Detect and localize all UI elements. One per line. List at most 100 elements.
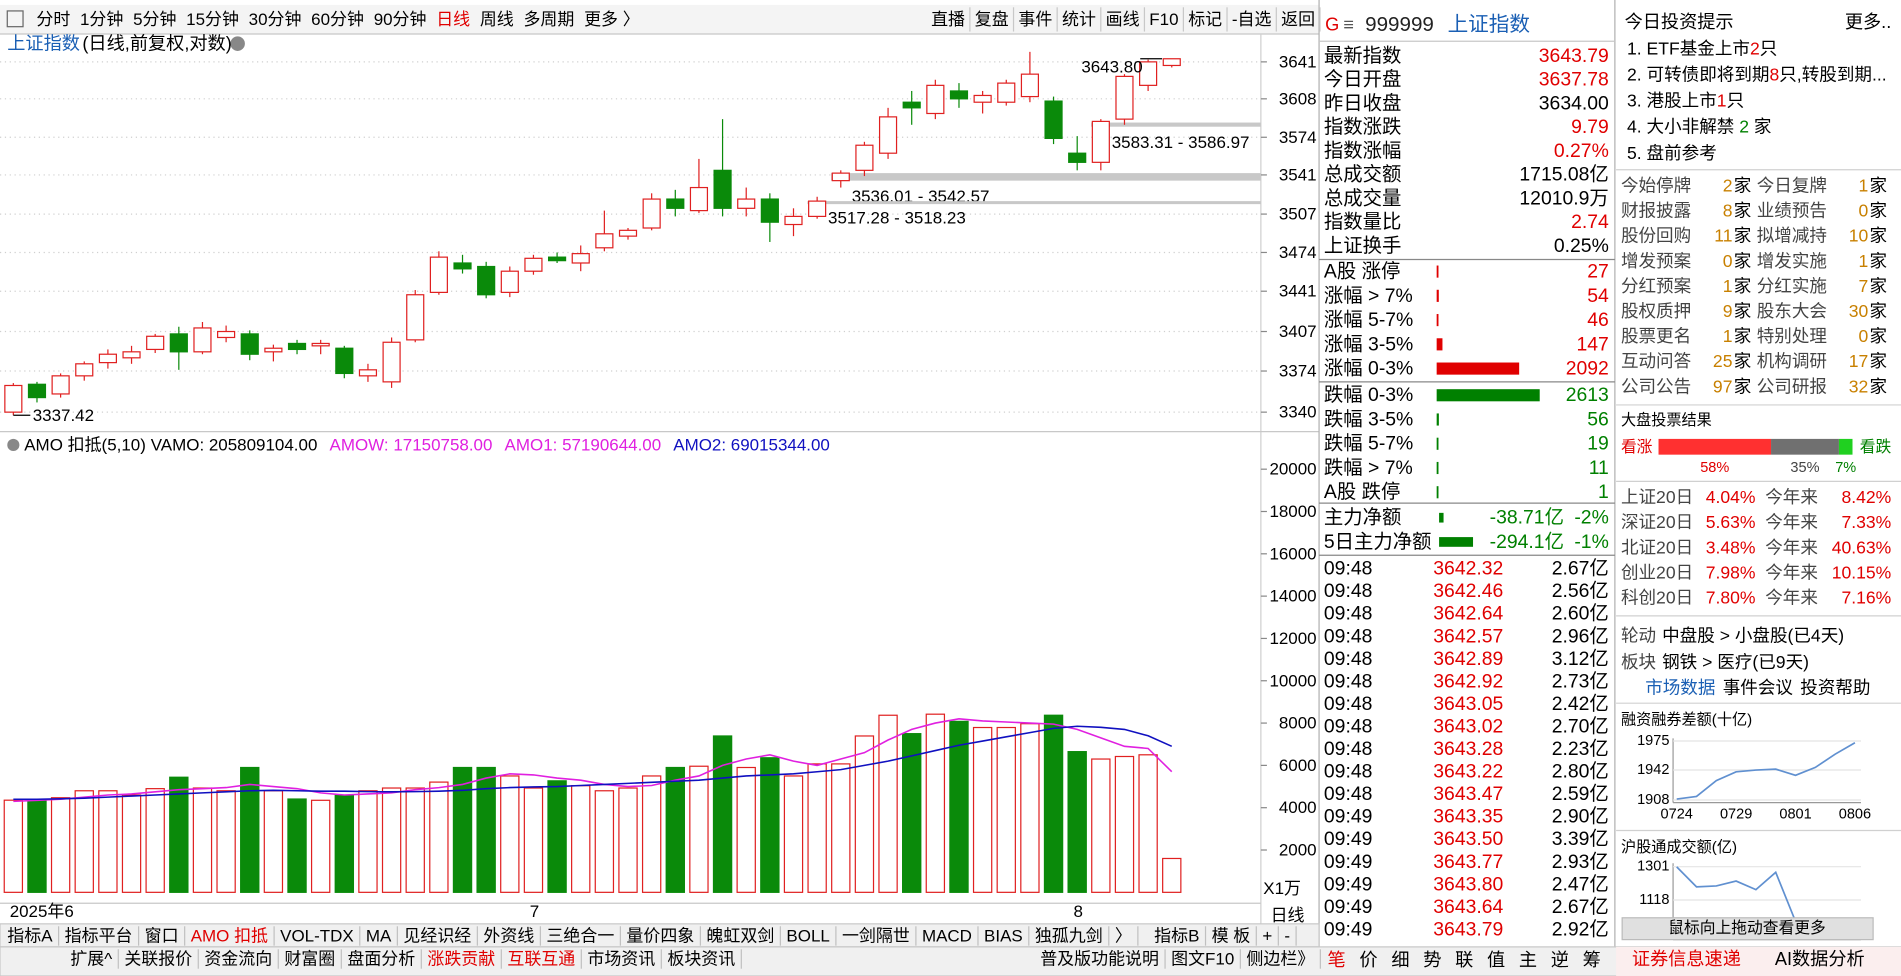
tab[interactable]: 财富圈 (284, 950, 335, 969)
tab[interactable]: 窗口 (145, 926, 179, 945)
tool-button[interactable]: 标记 (1188, 10, 1222, 29)
tab[interactable]: 涨跌贡献 (427, 950, 495, 969)
tab[interactable]: 三绝合一 (546, 926, 614, 945)
info-tab[interactable]: AI数据分析 (1775, 949, 1865, 969)
detail-tab[interactable]: 值 (1487, 950, 1505, 970)
tab[interactable]: 指标B (1154, 926, 1199, 945)
tool-button[interactable]: 事件 (1018, 10, 1052, 29)
detail-tab[interactable]: 主 (1519, 950, 1537, 970)
chart-subtitle: (日线,前复权,对数) (82, 34, 231, 54)
candle-body (831, 172, 850, 182)
tab[interactable]: 普及版功能说明 (1040, 950, 1159, 969)
detail-tab[interactable]: 细 (1391, 950, 1409, 970)
period-tab[interactable]: 周线 (480, 10, 514, 29)
tab[interactable]: 模 板 (1212, 926, 1251, 945)
tab[interactable]: 见经识经 (403, 926, 471, 945)
tip-item[interactable]: 1. ETF基金上市2只 (1627, 39, 1777, 59)
period-tab[interactable]: 60分钟 (311, 10, 364, 29)
tab[interactable]: 魄虹双剑 (706, 926, 774, 945)
tab[interactable]: + (1262, 926, 1272, 945)
tab[interactable]: 关联报价 (124, 950, 192, 969)
candle-body (264, 347, 283, 353)
tick-price: 3643.35 (1433, 806, 1503, 828)
period-tab[interactable]: 更多 〉 (584, 10, 640, 29)
detail-tab[interactable]: 逆 (1551, 950, 1569, 970)
detail-tab[interactable]: 笔 (1328, 950, 1346, 970)
period-tab[interactable]: 多周期 (523, 10, 574, 29)
tip-item[interactable]: 3. 港股上市1只 (1627, 91, 1744, 111)
period-tab[interactable]: 15分钟 (186, 10, 239, 29)
tool-button[interactable]: 画线 (1106, 10, 1140, 29)
tab[interactable]: 资金流向 (204, 950, 272, 969)
tick-time: 09:48 (1324, 648, 1372, 670)
count-label: 今日复牌 (1757, 176, 1827, 196)
tool-button[interactable]: F10 (1149, 10, 1178, 29)
tick-amount: 2.23亿 (1552, 738, 1609, 760)
window-icon[interactable] (6, 10, 24, 28)
period-tab[interactable]: 30分钟 (249, 10, 302, 29)
tick-amount: 2.60亿 (1552, 603, 1609, 625)
info-tab[interactable]: 证券信息速递 (1632, 949, 1741, 969)
tab[interactable]: MA (366, 926, 392, 945)
tab[interactable]: 图文F10 (1171, 950, 1234, 969)
count-value: 25 (1713, 351, 1733, 371)
period-tab[interactable]: 1分钟 (80, 10, 123, 29)
tab[interactable]: 外资线 (483, 926, 534, 945)
tab[interactable]: 盘面分析 (347, 950, 415, 969)
flow-pct: -2% (1574, 507, 1608, 529)
tool-button[interactable]: -自选 (1232, 10, 1272, 29)
x-tick-label: 2025年6 (10, 902, 74, 921)
candle-body (808, 200, 827, 218)
tab[interactable]: MACD (922, 926, 972, 945)
tab[interactable]: 独孤九剑 (1035, 926, 1103, 945)
detail-tab[interactable]: 联 (1455, 950, 1473, 970)
link[interactable]: 事件会议 (1723, 677, 1794, 697)
quote-label: 指数涨幅 (1324, 140, 1402, 162)
period-tab[interactable]: 分时 (36, 10, 70, 29)
tab[interactable]: 板块资讯 (667, 950, 735, 969)
tab[interactable]: 指标平台 (65, 926, 133, 945)
volume-bar (405, 787, 425, 893)
more-link[interactable]: 更多.. (1845, 12, 1891, 32)
tab[interactable]: 一剑隔世 (842, 926, 910, 945)
tip-item[interactable]: 2. 可转债即将到期8只,转股到期... (1627, 65, 1887, 85)
tab[interactable]: BIAS (984, 926, 1023, 945)
quote-value: 9.79 (1571, 116, 1609, 138)
settings-icon[interactable] (230, 36, 245, 51)
tip-item[interactable]: 4. 大小非解禁 2 家 (1627, 117, 1771, 137)
tool-button[interactable]: 复盘 (975, 10, 1009, 29)
period-tab[interactable]: 5分钟 (133, 10, 176, 29)
volume-bar (74, 790, 94, 893)
vote-bar (1658, 438, 1772, 455)
tab[interactable]: - (1284, 926, 1290, 945)
tick-price: 3643.28 (1433, 738, 1503, 760)
settings-icon[interactable] (7, 438, 20, 452)
period-tab[interactable]: 日线 (436, 10, 470, 29)
tab[interactable]: VOL-TDX (280, 926, 354, 945)
detail-tab[interactable]: 价 (1359, 950, 1377, 970)
tab[interactable]: 市场资讯 (587, 950, 655, 969)
period-tab[interactable]: 90分钟 (374, 10, 427, 29)
tool-button[interactable]: 返回 (1281, 10, 1315, 29)
tool-button[interactable]: 直播 (931, 10, 965, 29)
tab[interactable]: 侧边栏》 (1246, 950, 1314, 969)
detail-tab[interactable]: 筹 (1583, 950, 1601, 970)
tab[interactable]: 〉 (1115, 926, 1132, 945)
tab[interactable]: 指标A (7, 926, 53, 945)
detail-tab[interactable]: 势 (1423, 950, 1441, 970)
tip-segment: 3. 港股上市 (1627, 91, 1717, 111)
tip-item[interactable]: 5. 盘前参考 (1627, 143, 1717, 163)
tab[interactable]: 量价四象 (626, 926, 694, 945)
volume-bar (807, 763, 827, 893)
link[interactable]: 投资帮助 (1800, 677, 1870, 697)
mini-chart-title: 沪股通成交额(亿) (1621, 838, 1737, 856)
candle-body (784, 215, 803, 226)
tab[interactable]: 扩展^ (70, 950, 112, 969)
tab[interactable]: 互联互通 (507, 950, 575, 969)
tab[interactable]: BOLL (786, 926, 829, 945)
tool-button[interactable]: 统计 (1062, 10, 1096, 29)
menu-icon[interactable]: ≡ (1343, 14, 1354, 34)
link[interactable]: 市场数据 (1645, 677, 1715, 697)
distribution-bar (1436, 289, 1439, 302)
tab[interactable]: AMO 扣抵 (191, 926, 268, 945)
